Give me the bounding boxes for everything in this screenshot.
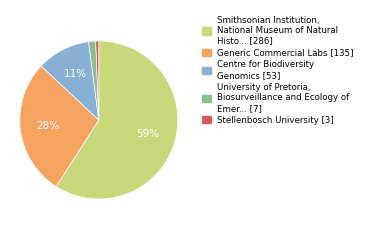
Wedge shape bbox=[20, 66, 99, 186]
Wedge shape bbox=[56, 41, 178, 199]
Wedge shape bbox=[41, 42, 99, 120]
Text: 11%: 11% bbox=[64, 69, 87, 79]
Wedge shape bbox=[89, 41, 99, 120]
Text: 28%: 28% bbox=[36, 121, 59, 131]
Text: 59%: 59% bbox=[136, 129, 160, 139]
Wedge shape bbox=[96, 41, 99, 120]
Legend: Smithsonian Institution,
National Museum of Natural
Histo... [286], Generic Comm: Smithsonian Institution, National Museum… bbox=[202, 16, 354, 125]
